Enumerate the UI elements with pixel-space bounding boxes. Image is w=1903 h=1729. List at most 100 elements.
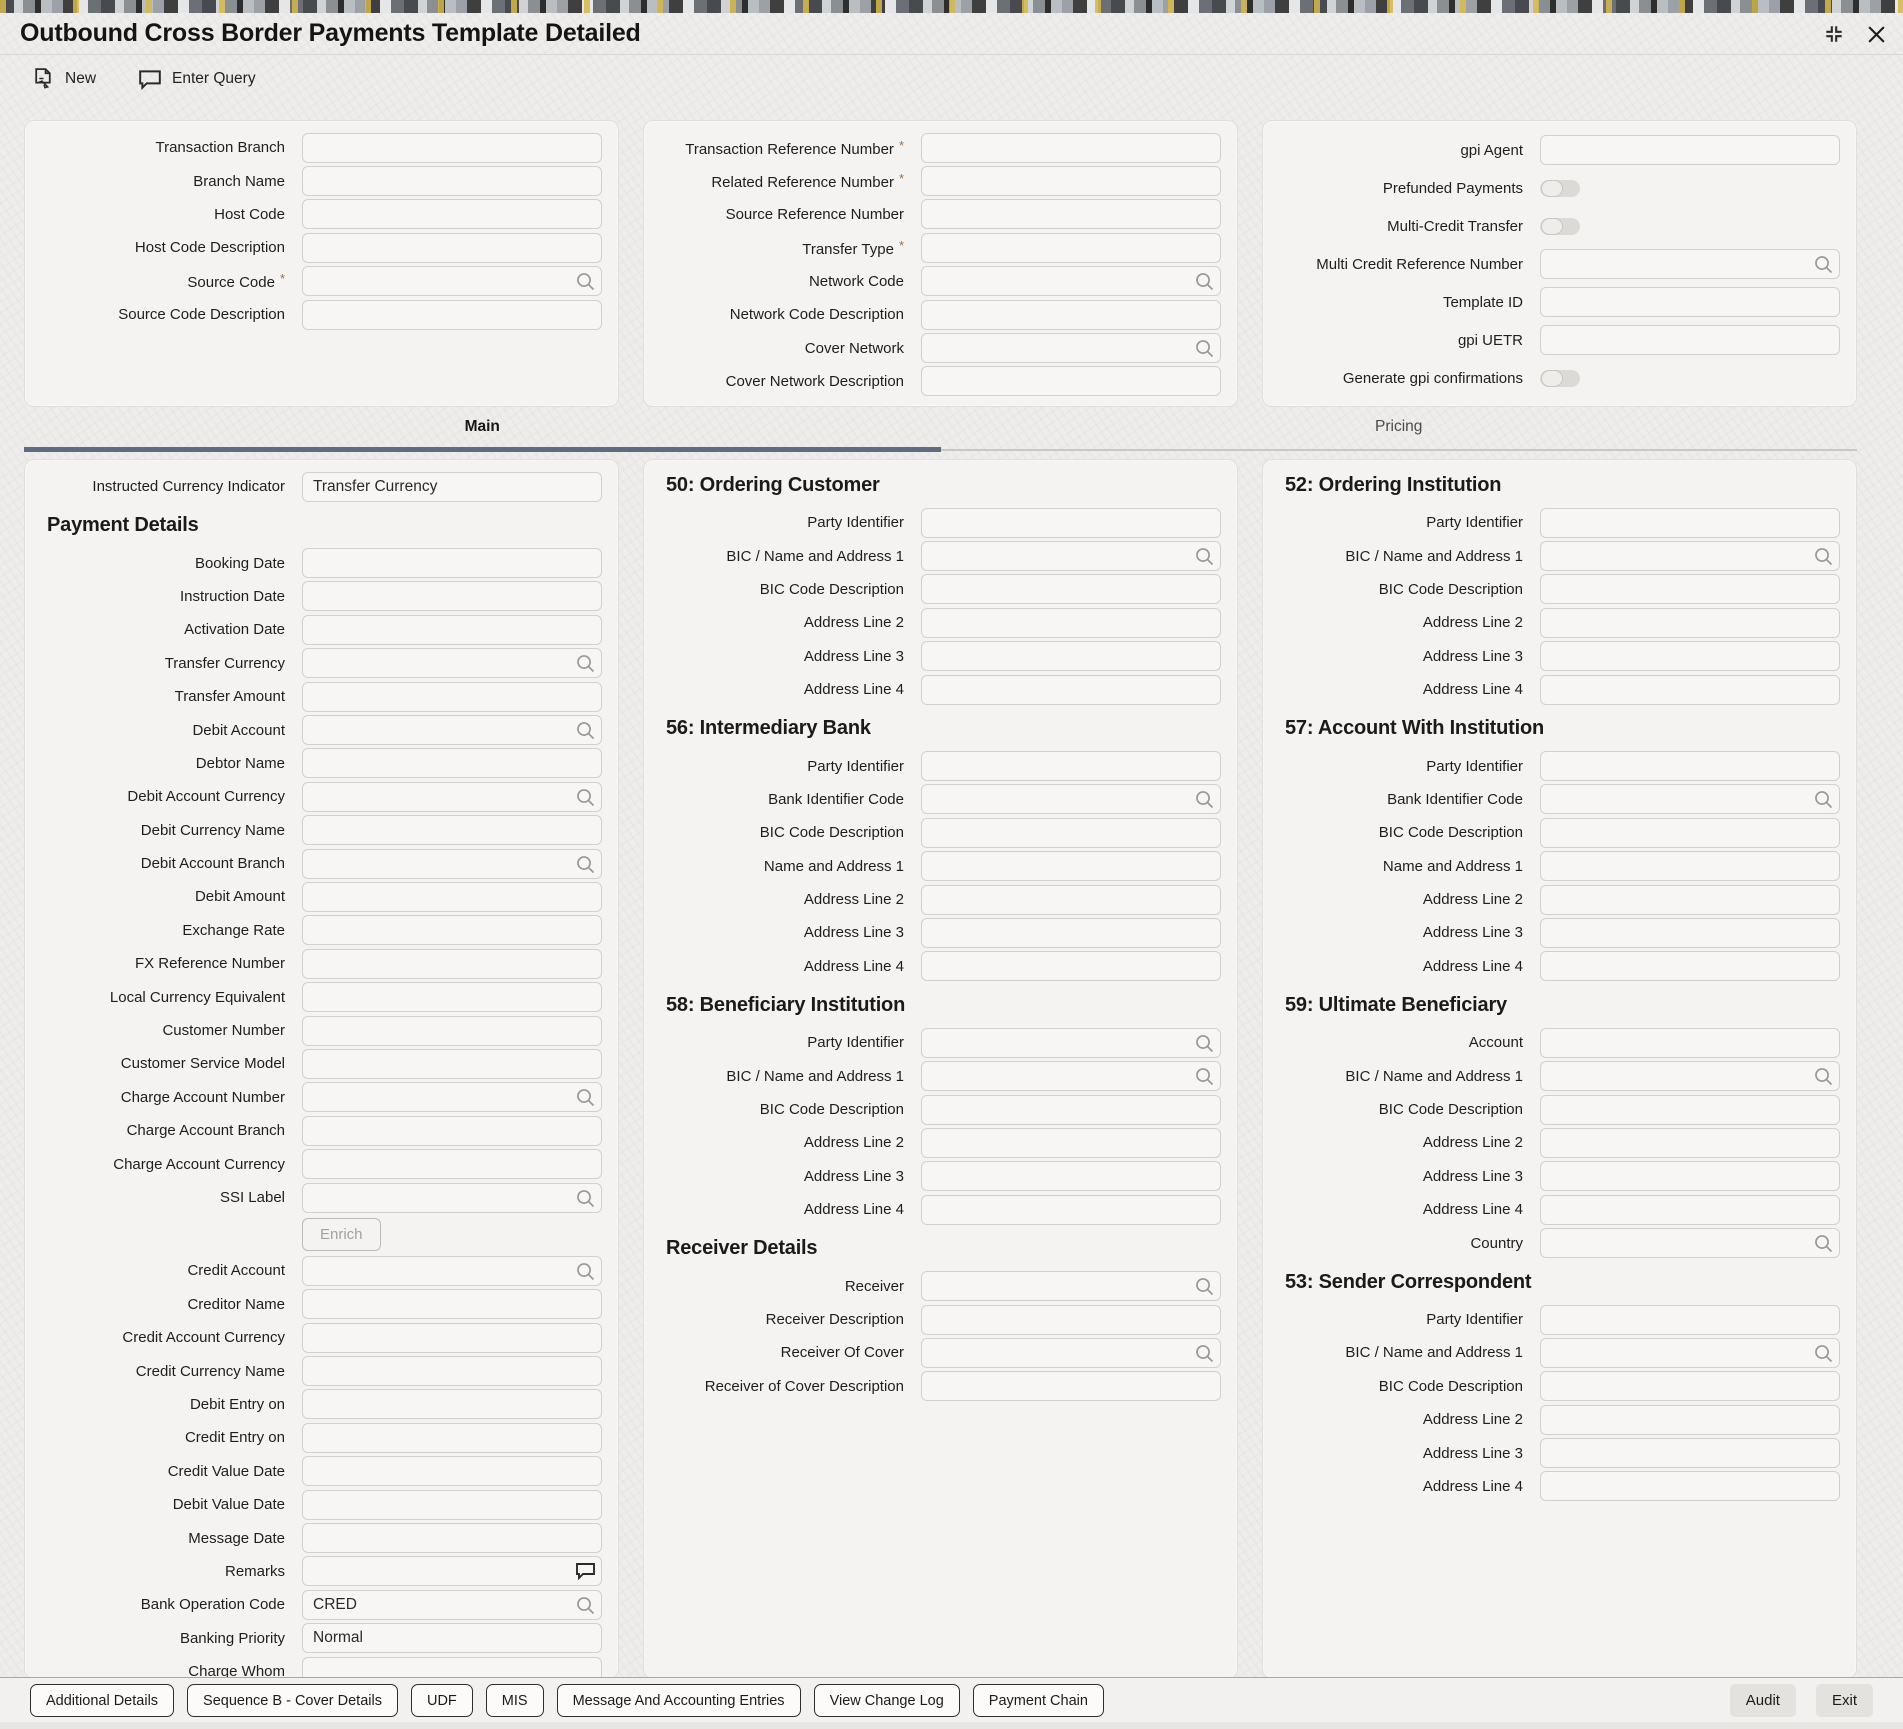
bic-code-description-field[interactable] xyxy=(1540,817,1840,848)
bank-identifier-code-field[interactable] xyxy=(921,784,1221,815)
address-line-2-field[interactable] xyxy=(921,884,1221,915)
prefunded-payments-toggle[interactable] xyxy=(1540,179,1580,197)
bic-name-and-address-1-field[interactable] xyxy=(1540,541,1840,572)
address-line-2-field[interactable] xyxy=(1540,1127,1840,1158)
debit-entry-on-field[interactable] xyxy=(302,1389,602,1420)
search-icon[interactable] xyxy=(1194,1343,1215,1364)
comment-icon[interactable] xyxy=(575,1562,596,1581)
debit-amount-field[interactable] xyxy=(302,881,602,912)
booking-date-field[interactable] xyxy=(302,548,602,579)
network-code-field[interactable] xyxy=(921,266,1221,297)
search-icon[interactable] xyxy=(1194,271,1215,292)
bank-identifier-code-field[interactable] xyxy=(1540,784,1840,815)
name-and-address-1-field[interactable] xyxy=(1540,851,1840,882)
credit-account-currency-field[interactable] xyxy=(302,1322,602,1353)
bic-code-description-field[interactable] xyxy=(1540,1371,1840,1402)
exchange-rate-field[interactable] xyxy=(302,915,602,946)
cover-network-description-field[interactable] xyxy=(921,366,1221,397)
search-icon[interactable] xyxy=(575,1261,596,1282)
bic-code-description-field[interactable] xyxy=(1540,1094,1840,1125)
address-line-3-field[interactable] xyxy=(1540,1161,1840,1192)
generate-gpi-confirmations-toggle[interactable] xyxy=(1540,369,1580,387)
restore-icon[interactable] xyxy=(1821,21,1847,47)
search-icon[interactable] xyxy=(1194,1066,1215,1087)
message-and-accounting-entries-button[interactable]: Message And Accounting Entries xyxy=(556,1684,801,1717)
payment-chain-button[interactable]: Payment Chain xyxy=(972,1684,1104,1717)
debit-value-date-field[interactable] xyxy=(302,1489,602,1520)
gpi-uetr-field[interactable] xyxy=(1540,325,1840,355)
search-icon[interactable] xyxy=(575,1595,596,1616)
address-line-4-field[interactable] xyxy=(921,674,1221,705)
fx-reference-number-field[interactable] xyxy=(302,948,602,979)
search-icon[interactable] xyxy=(1813,789,1834,810)
source-code-description-field[interactable] xyxy=(302,299,602,330)
network-code-description-field[interactable] xyxy=(921,299,1221,330)
name-and-address-1-field[interactable] xyxy=(921,851,1221,882)
receiver-of-cover-description-field[interactable] xyxy=(921,1371,1221,1402)
new-button[interactable]: New xyxy=(32,67,96,91)
address-line-4-field[interactable] xyxy=(921,1194,1221,1225)
audit-button[interactable]: Audit xyxy=(1729,1684,1796,1717)
transaction-reference-number-field[interactable] xyxy=(921,132,1221,163)
charge-account-currency-field[interactable] xyxy=(302,1149,602,1180)
branch-name-field[interactable] xyxy=(302,166,602,197)
creditor-name-field[interactable] xyxy=(302,1289,602,1320)
mis-button[interactable]: MIS xyxy=(485,1684,544,1717)
host-code-field[interactable] xyxy=(302,199,602,230)
multi-credit-reference-number-field[interactable] xyxy=(1540,249,1840,279)
party-identifier-field[interactable] xyxy=(921,507,1221,538)
bic-code-description-field[interactable] xyxy=(921,574,1221,605)
search-icon[interactable] xyxy=(1194,1276,1215,1297)
receiver-of-cover-field[interactable] xyxy=(921,1337,1221,1368)
bic-name-and-address-1-field[interactable] xyxy=(921,1061,1221,1092)
search-icon[interactable] xyxy=(575,787,596,808)
search-icon[interactable] xyxy=(1813,1343,1834,1364)
search-icon[interactable] xyxy=(1813,1066,1834,1087)
account-field[interactable] xyxy=(1540,1027,1840,1058)
address-line-4-field[interactable] xyxy=(1540,1194,1840,1225)
address-line-3-field[interactable] xyxy=(921,641,1221,672)
view-change-log-button[interactable]: View Change Log xyxy=(813,1684,960,1717)
address-line-4-field[interactable] xyxy=(1540,951,1840,982)
transfer-type-field[interactable] xyxy=(921,232,1221,263)
address-line-4-field[interactable] xyxy=(921,951,1221,982)
debtor-name-field[interactable] xyxy=(302,748,602,779)
charge-account-number-field[interactable] xyxy=(302,1082,602,1113)
address-line-3-field[interactable] xyxy=(1540,917,1840,948)
debit-account-field[interactable] xyxy=(302,715,602,746)
credit-currency-name-field[interactable] xyxy=(302,1356,602,1387)
transaction-branch-field[interactable] xyxy=(302,132,602,163)
instruction-date-field[interactable] xyxy=(302,581,602,612)
bic-name-and-address-1-field[interactable] xyxy=(921,541,1221,572)
close-icon[interactable] xyxy=(1863,21,1889,47)
transfer-currency-field[interactable] xyxy=(302,648,602,679)
country-field[interactable] xyxy=(1540,1228,1840,1259)
search-icon[interactable] xyxy=(1813,254,1834,275)
address-line-4-field[interactable] xyxy=(1540,674,1840,705)
ssi-label-field[interactable] xyxy=(302,1182,602,1213)
udf-button[interactable]: UDF xyxy=(410,1684,473,1717)
receiver-field[interactable] xyxy=(921,1271,1221,1302)
search-icon[interactable] xyxy=(575,653,596,674)
debit-account-branch-field[interactable] xyxy=(302,848,602,879)
host-code-description-field[interactable] xyxy=(302,232,602,263)
activation-date-field[interactable] xyxy=(302,614,602,645)
address-line-2-field[interactable] xyxy=(1540,884,1840,915)
address-line-2-field[interactable] xyxy=(921,1127,1221,1158)
search-icon[interactable] xyxy=(575,854,596,875)
search-icon[interactable] xyxy=(1813,1233,1834,1254)
additional-details-button[interactable]: Additional Details xyxy=(30,1684,175,1717)
cover-network-field[interactable] xyxy=(921,333,1221,364)
party-identifier-field[interactable] xyxy=(921,751,1221,782)
source-code-field[interactable] xyxy=(302,266,602,297)
address-line-2-field[interactable] xyxy=(1540,607,1840,638)
enter-query-button[interactable]: Enter Query xyxy=(138,68,256,90)
credit-account-field[interactable] xyxy=(302,1255,602,1286)
tab-main[interactable]: Main xyxy=(24,409,941,452)
party-identifier-field[interactable] xyxy=(921,1027,1221,1058)
sequence-b-cover-details-button[interactable]: Sequence B - Cover Details xyxy=(187,1684,398,1717)
search-icon[interactable] xyxy=(575,1188,596,1209)
address-line-3-field[interactable] xyxy=(1540,1438,1840,1469)
bic-name-and-address-1-field[interactable] xyxy=(1540,1061,1840,1092)
address-line-3-field[interactable] xyxy=(1540,641,1840,672)
